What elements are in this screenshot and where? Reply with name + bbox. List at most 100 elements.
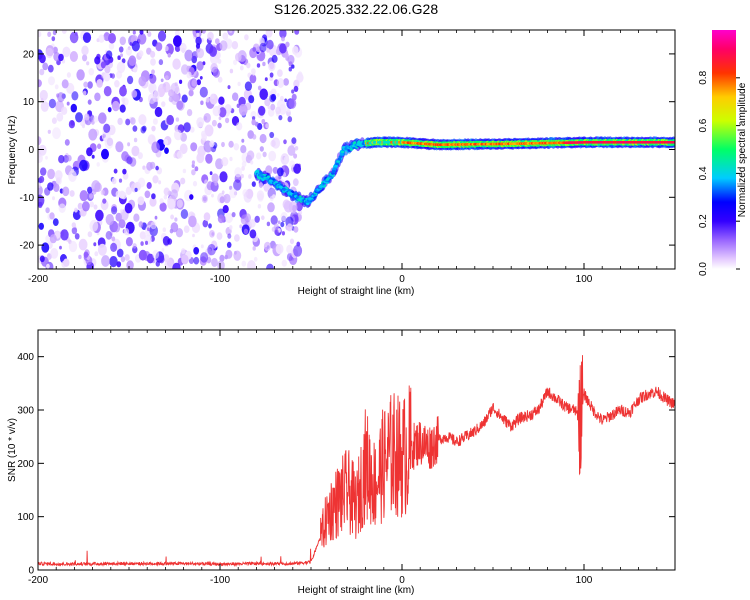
noise-blob [155, 165, 159, 171]
noise-blob [132, 125, 138, 132]
noise-blob [38, 194, 45, 207]
noise-blob [237, 81, 241, 87]
noise-blob [45, 155, 48, 160]
noise-blob [200, 244, 204, 249]
noise-blob [281, 231, 285, 236]
noise-blob [89, 219, 99, 232]
noise-blob [204, 179, 209, 185]
noise-blob [125, 47, 132, 56]
noise-blob [138, 114, 147, 126]
noise-blob [104, 65, 111, 74]
spectrogram-xtick-label: 0 [399, 274, 405, 285]
noise-blob [217, 122, 222, 129]
noise-blob [234, 234, 240, 242]
noise-blob [113, 168, 118, 174]
noise-blob [47, 168, 55, 180]
noise-blob [57, 92, 65, 103]
noise-blob [221, 190, 225, 195]
noise-blob [179, 79, 183, 85]
colorbar-tick-label: 0.8 [698, 70, 709, 84]
noise-blob [117, 117, 123, 125]
noise-blob [239, 65, 244, 71]
noise-blob [40, 101, 49, 112]
noise-blob [66, 154, 72, 162]
noise-blob [104, 137, 114, 149]
noise-blob [205, 153, 213, 164]
noise-blob [257, 204, 262, 209]
noise-blob [203, 113, 211, 123]
noise-blob [93, 242, 97, 247]
noise-blob [69, 31, 79, 44]
noise-blob [78, 238, 88, 251]
noise-blob [40, 97, 44, 102]
noise-blob [164, 258, 174, 269]
noise-blob [196, 61, 204, 71]
noise-blob [115, 190, 122, 198]
noise-blob [52, 196, 55, 201]
noise-blob [47, 129, 51, 134]
noise-blob [196, 32, 200, 38]
noise-blob [196, 48, 205, 59]
noise-blob [259, 146, 264, 152]
colorbar-tick-label: 0.6 [698, 118, 709, 132]
noise-blob [228, 30, 233, 33]
noise-blob [68, 240, 78, 253]
noise-blob [259, 42, 267, 53]
noise-blob [294, 146, 299, 151]
noise-blob [270, 215, 278, 225]
noise-blob [170, 214, 175, 220]
noise-blob [281, 259, 287, 267]
track-core [672, 141, 675, 144]
noise-blob [38, 144, 47, 156]
noise-blob [195, 36, 202, 46]
noise-blob [138, 249, 147, 261]
noise-blob [38, 79, 42, 88]
noise-blob [190, 126, 195, 133]
noise-blob [79, 190, 89, 202]
noise-blob [147, 31, 152, 37]
noise-blob [137, 33, 147, 45]
snr-ytick-label: 0 [28, 566, 34, 577]
noise-blob [246, 62, 251, 69]
noise-blob [58, 203, 66, 213]
snr-xlabel: Height of straight line (km) [298, 585, 415, 596]
noise-blob [217, 260, 225, 269]
noise-blob [223, 193, 231, 204]
noise-blob [276, 78, 285, 88]
noise-blob [266, 263, 274, 269]
noise-blob [227, 233, 232, 239]
snr-ytick-label: 100 [17, 512, 34, 523]
noise-blob [60, 106, 68, 116]
noise-blob [252, 134, 257, 140]
noise-blob [252, 246, 256, 251]
noise-blob [267, 105, 271, 110]
noise-blob [191, 79, 197, 87]
noise-blob [254, 215, 260, 223]
noise-blob [151, 141, 160, 154]
noise-blob [207, 244, 216, 256]
noise-blob [249, 219, 256, 228]
noise-blob [240, 145, 247, 154]
noise-blob [228, 140, 234, 148]
noise-blob [225, 212, 233, 224]
noise-blob [38, 31, 42, 38]
noise-blob [195, 30, 200, 34]
noise-blob [69, 51, 78, 62]
noise-blob [123, 228, 130, 236]
snr-xtick-label: 0 [399, 575, 405, 586]
noise-blob [246, 150, 255, 161]
spectrogram-ylabel: Frequency (Hz) [7, 116, 18, 185]
noise-blob [219, 171, 228, 183]
noise-blob [235, 122, 243, 131]
noise-blob [162, 227, 166, 232]
noise-blob [269, 195, 274, 202]
noise-blob [273, 223, 279, 231]
noise-blob [62, 46, 71, 58]
noise-blob [293, 153, 298, 159]
noise-blob [217, 76, 223, 83]
noise-blob [293, 163, 301, 174]
noise-blob [116, 61, 126, 74]
noise-blob [292, 178, 299, 187]
spectrogram-ytick-label: -10 [20, 193, 35, 204]
